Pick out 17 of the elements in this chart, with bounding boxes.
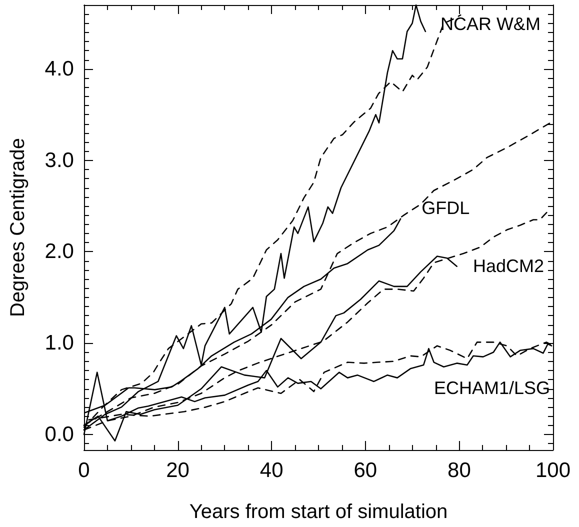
annotation: NCAR W&M [440,14,540,34]
y-tick-label: 4.0 [44,57,74,80]
annotation: ECHAM1/LSG [434,378,550,398]
x-tick-label: 80 [448,459,471,482]
y-tick-label: 2.0 [44,240,74,264]
y-tick-label: 3.0 [44,148,74,172]
x-tick-label: 20 [166,459,190,482]
annotation: GFDL [422,198,470,218]
y-tick-label: 0.0 [44,422,74,446]
x-tick-label: 60 [354,459,378,482]
y-tick-label: 1.0 [44,332,74,355]
annotation: HadCM2 [473,256,544,276]
x-tick-label: 0 [78,459,90,482]
x-tick-label: 40 [260,459,284,482]
x-axis-title: Years from start of simulation [189,501,448,523]
y-axis-title: Degrees Centigrade [7,138,29,317]
x-tick-label: 100 [535,459,571,482]
